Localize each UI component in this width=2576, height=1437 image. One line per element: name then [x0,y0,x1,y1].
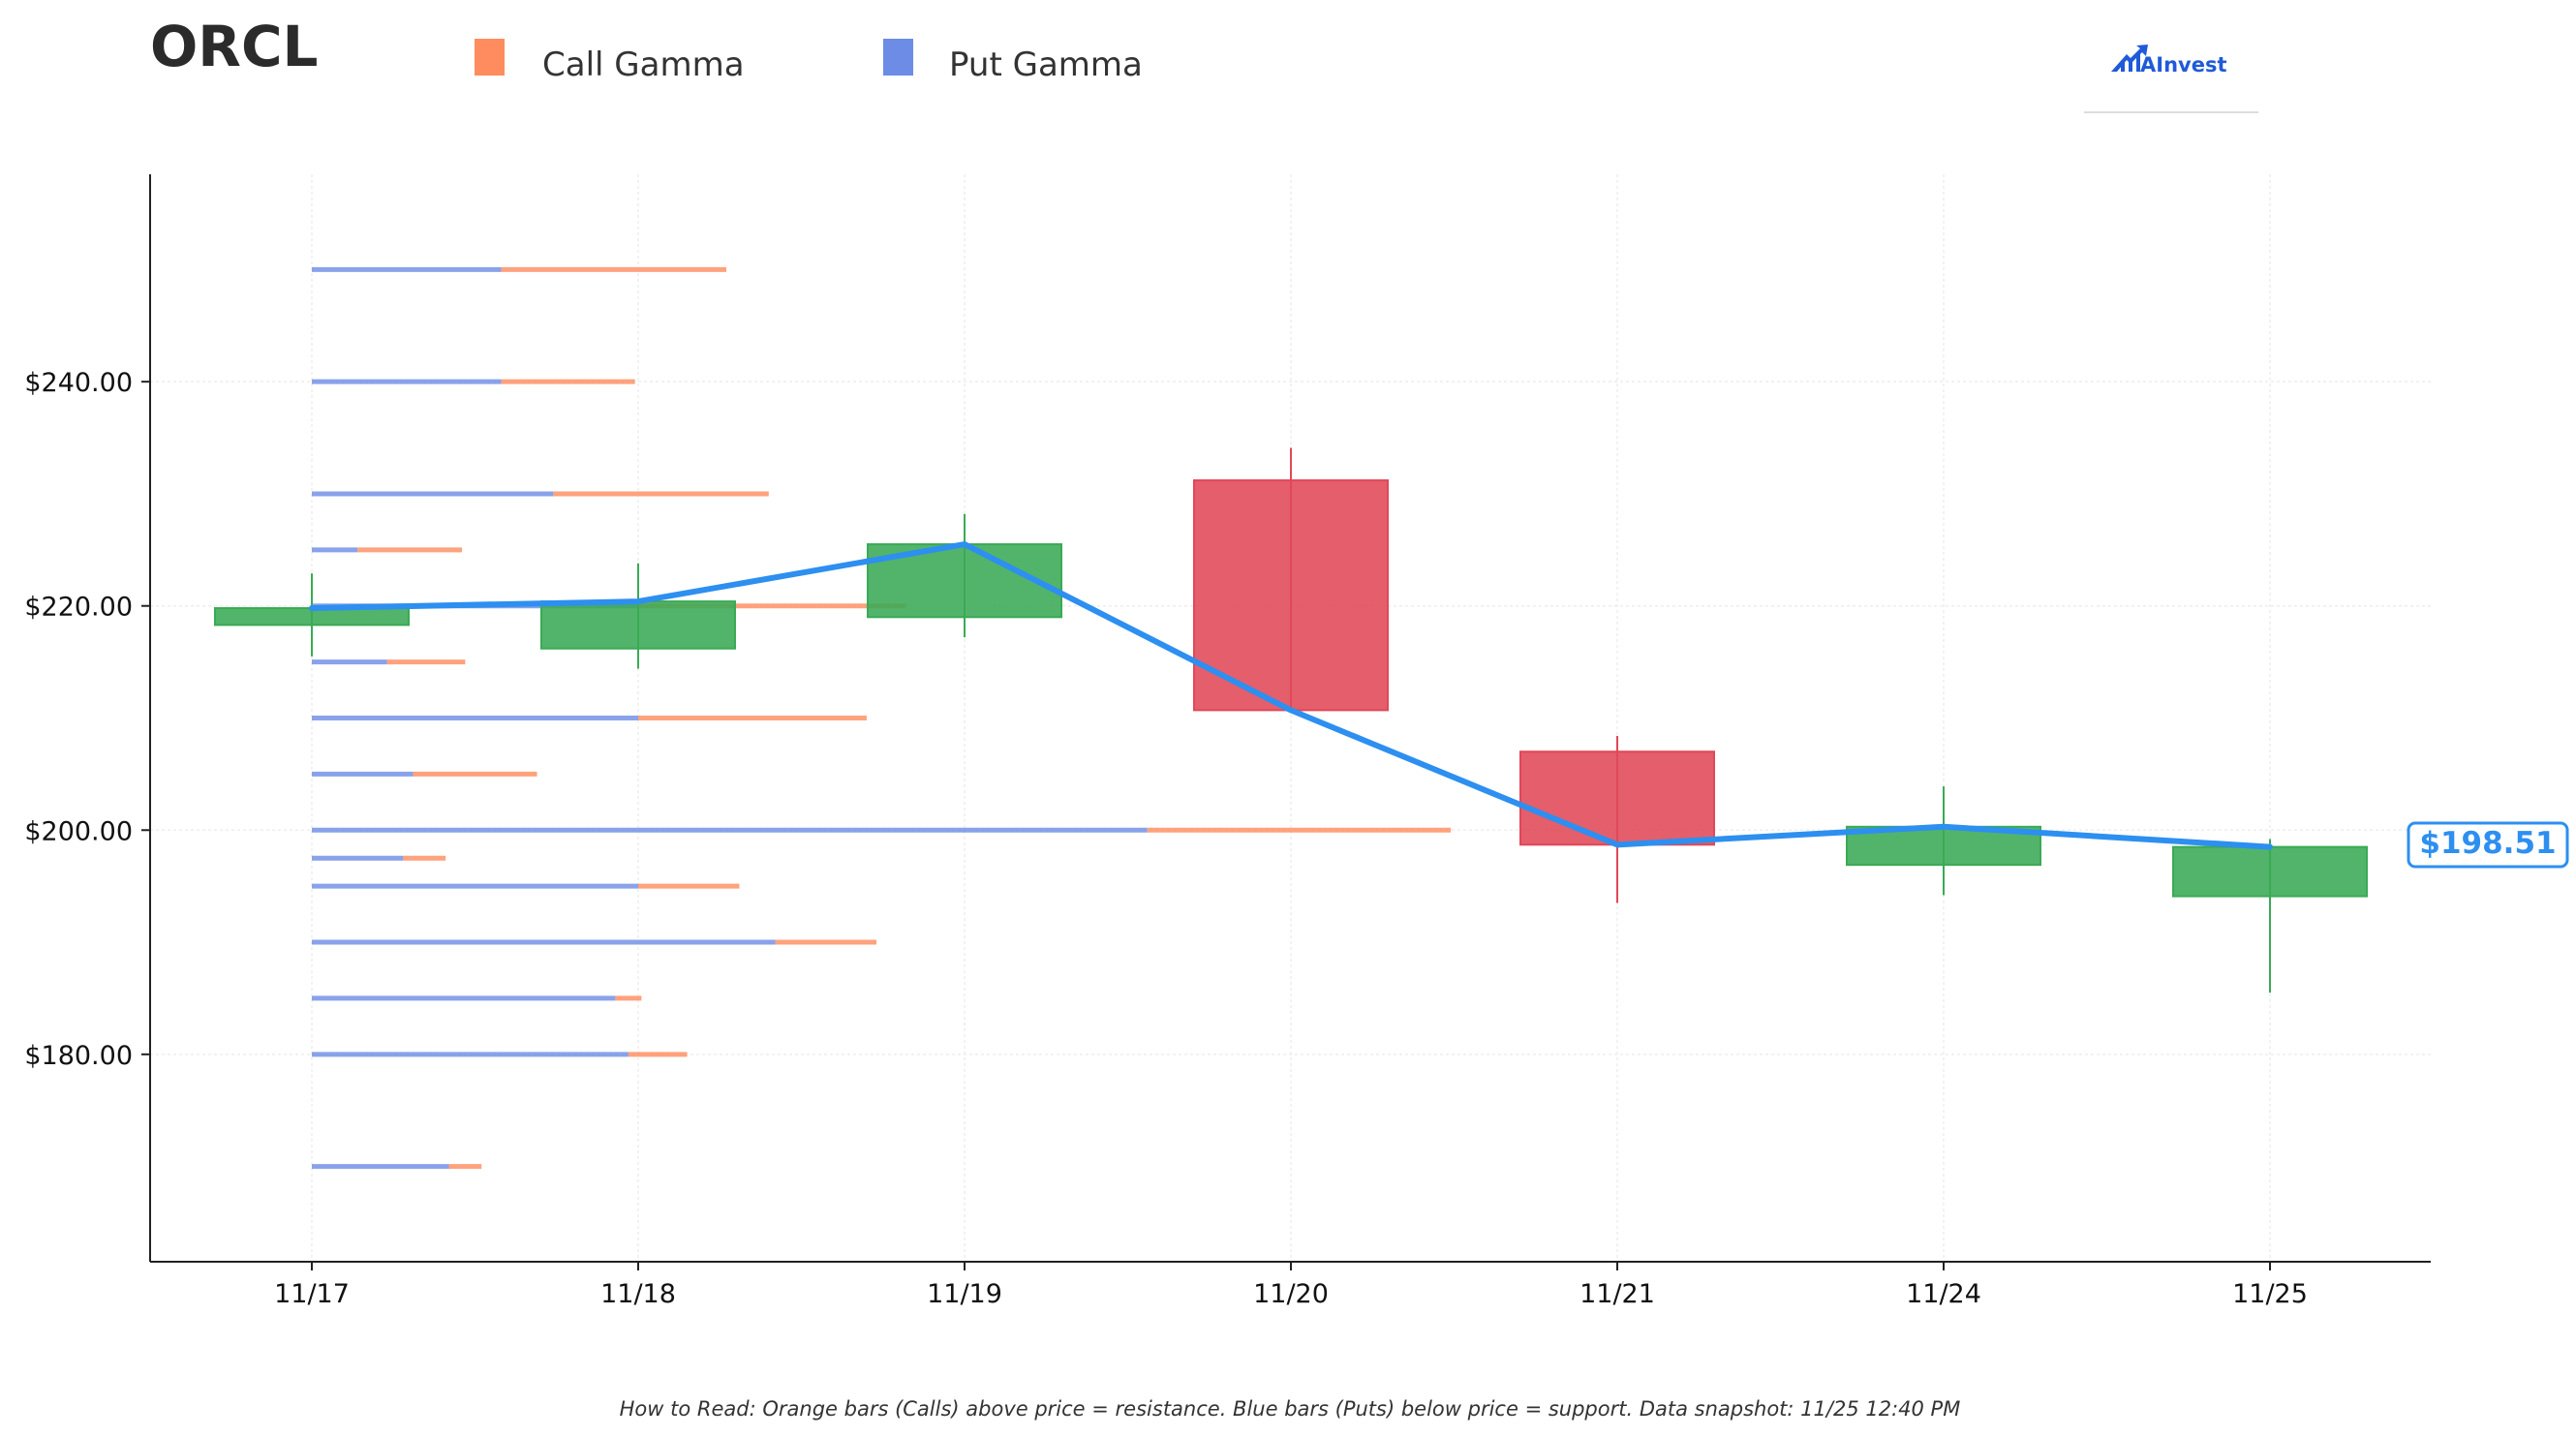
last-price-label: $198.51 [2419,826,2556,861]
x-tick-label: 11/20 [1253,1279,1329,1309]
candle-body [2172,845,2368,898]
candles [214,447,2368,994]
axes: $180.00 $200.00 $220.00 $240.00 11/17 11/18 11… [24,174,2431,1309]
legend-call-swatch [475,39,505,76]
legend-put-label: Put Gamma [949,46,1143,84]
last-price-badge-box [2407,821,2569,869]
ainvest-logo-text: AInvest [2140,53,2227,76]
price-line-group [309,541,2273,850]
legend-call-label: Call Gamma [542,46,745,84]
legend: Call Gamma Put Gamma [475,39,1143,84]
ainvest-logo-icon [2111,45,2148,72]
footnote: How to Read: Orange bars (Calls) above p… [620,1397,1961,1421]
x-tick-label: 11/25 [2232,1279,2308,1309]
x-tick-label: 11/19 [927,1279,1002,1309]
last-price-badge: $198.51 [2407,821,2569,869]
y-tick-label: $180.00 [24,1041,133,1071]
candle-body [1519,750,1715,846]
x-tick-label: 11/24 [1906,1279,1981,1309]
ainvest-logo: AInvest [2084,45,2258,113]
y-tick-label: $200.00 [24,816,133,846]
candle-body [540,600,736,650]
x-tick-label: 11/17 [274,1279,350,1309]
ticker-title: ORCL [150,14,319,79]
x-tick-label: 11/18 [600,1279,676,1309]
x-tick-label: 11/21 [1579,1279,1655,1309]
gamma-bars [312,266,1452,1170]
candle-body [1193,479,1389,712]
price-line [309,541,2273,850]
legend-put-swatch [883,39,913,76]
y-tick-label: $220.00 [24,593,133,623]
y-tick-label: $240.00 [24,368,133,398]
